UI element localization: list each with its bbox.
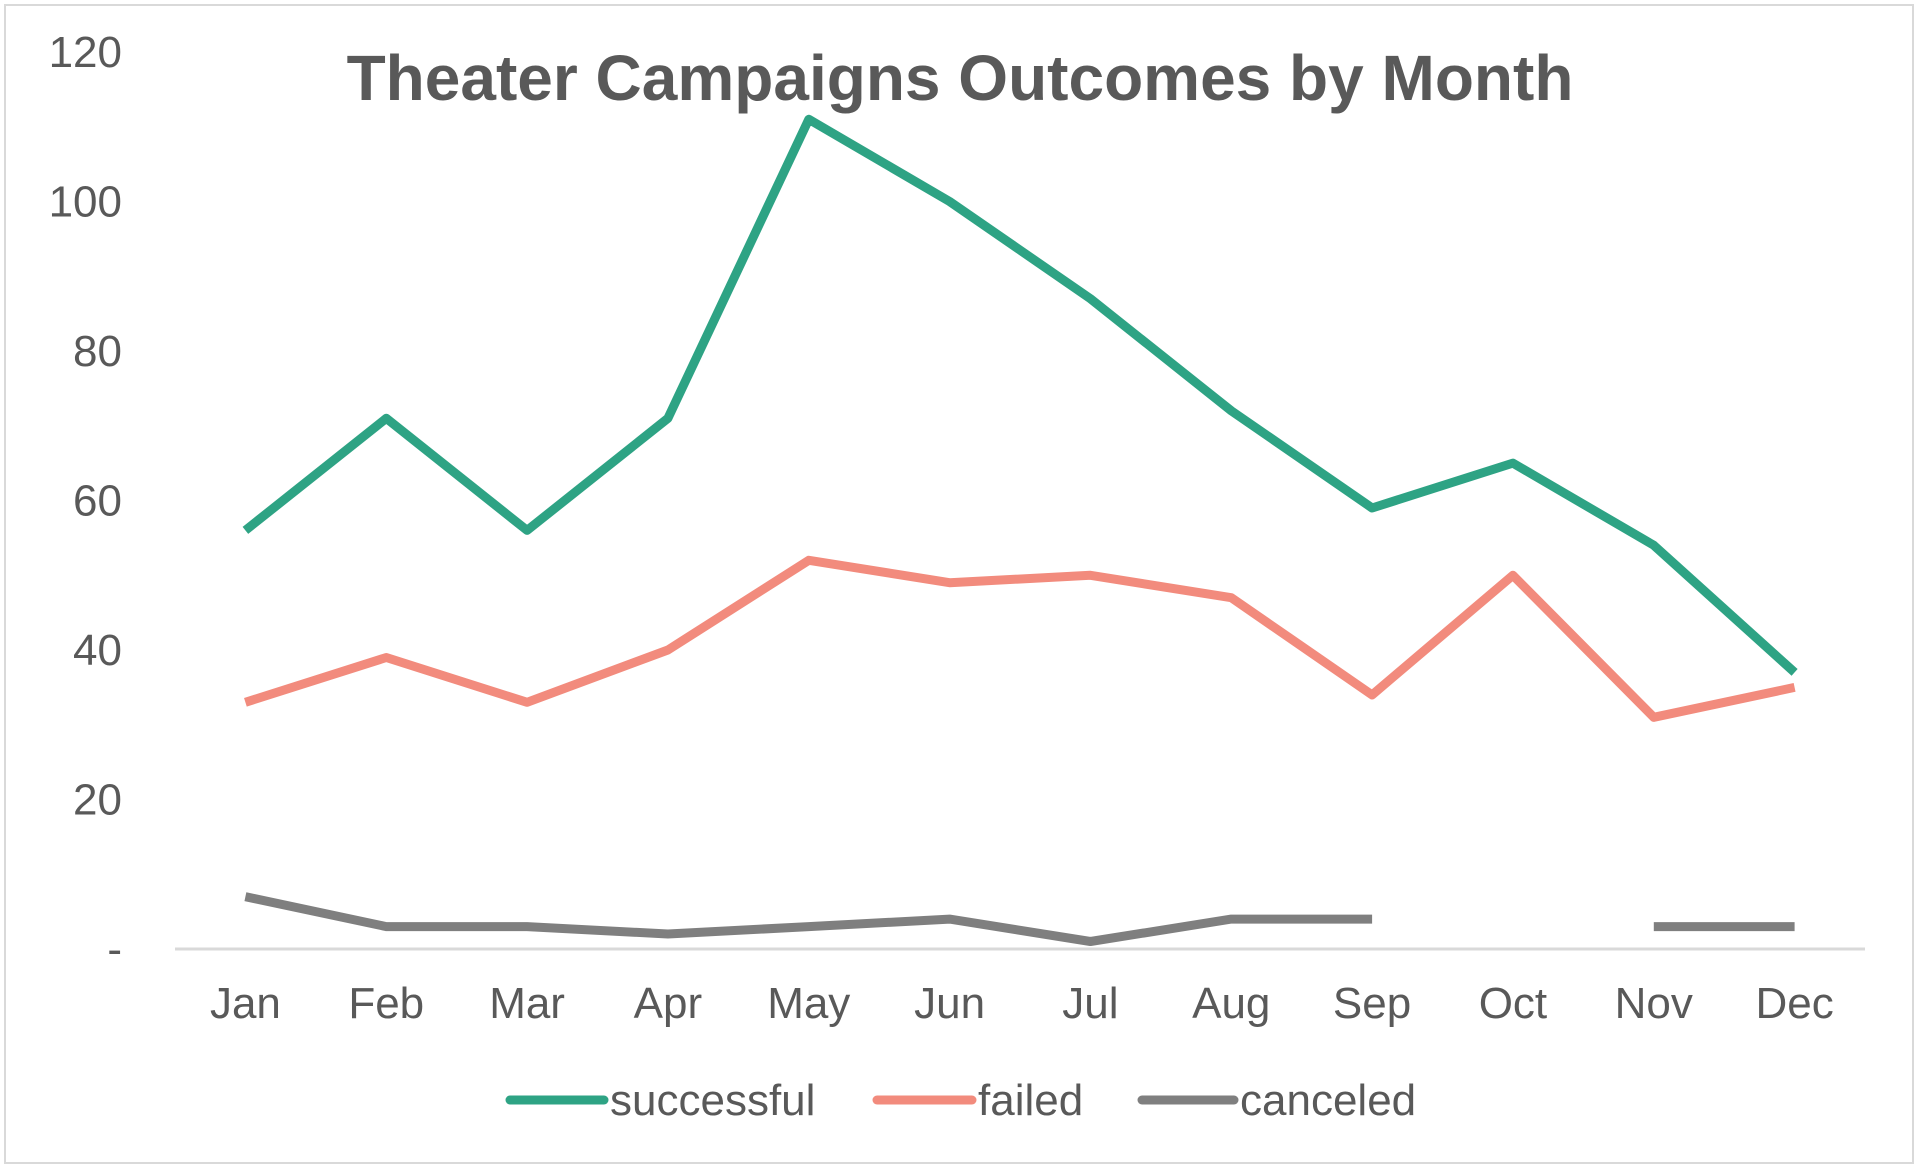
chart-title: Theater Campaigns Outcomes by Month <box>347 42 1574 114</box>
data-point-canceled <box>1791 923 1799 931</box>
y-tick-label: 40 <box>73 626 122 675</box>
data-point-failed <box>1086 571 1094 579</box>
data-point-failed <box>241 698 249 706</box>
data-point-successful <box>241 526 249 534</box>
data-point-successful <box>1650 541 1658 549</box>
data-point-failed <box>1791 683 1799 691</box>
series-failed <box>241 555 1799 722</box>
data-point-successful <box>382 414 390 422</box>
data-point-failed <box>1509 571 1517 579</box>
legend-label: failed <box>978 1076 1083 1125</box>
series-successful <box>241 114 1799 676</box>
x-tick-label: Sep <box>1333 979 1411 1028</box>
x-tick-label: Aug <box>1192 979 1270 1028</box>
data-point-failed <box>805 556 813 564</box>
data-point-successful <box>1227 407 1235 415</box>
x-tick-label: Feb <box>348 979 424 1028</box>
x-tick-label: Jan <box>210 979 281 1028</box>
data-point-canceled <box>805 923 813 931</box>
data-point-failed <box>382 653 390 661</box>
x-tick-label: Jun <box>914 979 985 1028</box>
y-tick-label: - <box>107 925 122 974</box>
series-line-failed <box>244 555 1796 722</box>
data-point-failed <box>946 579 954 587</box>
y-axis: - 20 40 60 80 100 120 <box>49 28 122 974</box>
data-point-successful <box>1509 459 1517 467</box>
series-canceled <box>241 892 1799 946</box>
y-tick-label: 60 <box>73 477 122 526</box>
data-point-canceled <box>1086 938 1094 946</box>
data-point-canceled <box>1368 915 1376 923</box>
legend-label: successful <box>610 1076 815 1125</box>
y-tick-label: 80 <box>73 327 122 376</box>
data-point-failed <box>1368 691 1376 699</box>
data-point-successful <box>664 414 672 422</box>
x-tick-label: Apr <box>634 979 702 1028</box>
data-point-canceled <box>1650 923 1658 931</box>
x-tick-label: Mar <box>489 979 565 1028</box>
data-point-failed <box>1227 594 1235 602</box>
x-tick-label: Nov <box>1615 979 1693 1028</box>
data-point-canceled <box>523 923 531 931</box>
data-point-failed <box>664 646 672 654</box>
data-point-successful <box>805 115 813 123</box>
legend-item-failed: failed <box>872 1076 1083 1125</box>
x-axis: Jan Feb Mar Apr May Jun Jul Aug Sep Oct Nov Dec <box>175 947 1865 1028</box>
x-tick-label: Oct <box>1479 979 1547 1028</box>
data-point-successful <box>1086 295 1094 303</box>
y-tick-label: 120 <box>49 28 122 77</box>
legend-item-successful: successful <box>505 1076 815 1125</box>
legend-label: canceled <box>1240 1076 1416 1125</box>
x-tick-label: Dec <box>1755 979 1833 1028</box>
data-point-canceled <box>382 923 390 931</box>
x-tick-label: Jul <box>1062 979 1118 1028</box>
series-line-successful <box>242 114 1798 676</box>
data-point-canceled <box>946 915 954 923</box>
legend-item-canceled: canceled <box>1137 1076 1416 1125</box>
y-tick-label: 20 <box>73 776 122 825</box>
legend: successful failed canceled <box>505 1076 1416 1125</box>
data-point-successful <box>523 526 531 534</box>
series-layer <box>241 114 1799 946</box>
data-point-canceled <box>241 893 249 901</box>
data-point-failed <box>523 698 531 706</box>
data-point-canceled <box>1227 915 1235 923</box>
x-tick-label: May <box>767 979 850 1028</box>
y-tick-label: 100 <box>49 178 122 227</box>
data-point-canceled <box>664 930 672 938</box>
data-point-successful <box>946 198 954 206</box>
series-line-canceled <box>244 892 1373 946</box>
data-point-failed <box>1650 713 1658 721</box>
data-point-successful <box>1368 504 1376 512</box>
data-point-successful <box>1791 668 1799 676</box>
